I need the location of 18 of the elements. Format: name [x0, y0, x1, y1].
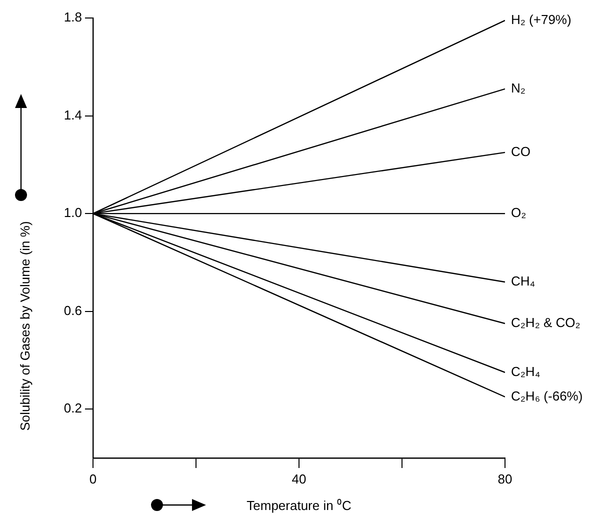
y-tick-label: 1.4	[64, 107, 82, 122]
x-tick-label: 0	[89, 471, 97, 486]
y-axis-title: Solubility of Gases by Volume (in %)	[18, 221, 33, 431]
x-tick-label: 40	[292, 471, 306, 486]
x-tick-label: 80	[498, 471, 512, 486]
series-label: C₂H₄	[511, 364, 540, 380]
series-label: C₂H₂ & CO₂	[511, 315, 580, 330]
series-label: N₂	[511, 80, 526, 96]
x-axis-title: Temperature in ⁰C	[246, 498, 352, 513]
y-tick-label: 0.2	[64, 400, 82, 416]
series-label: C₂H₆ (-66%)	[511, 388, 583, 404]
series-label: CO	[511, 144, 530, 160]
y-tick-label: 0.6	[64, 302, 82, 318]
series-label: O₂	[511, 205, 526, 220]
y-tick-label: 1.8	[64, 10, 82, 25]
series-label: CH₄	[511, 274, 536, 289]
series-label: H₂ (+79%)	[511, 12, 572, 28]
y-tick-label: 1.0	[64, 205, 82, 220]
